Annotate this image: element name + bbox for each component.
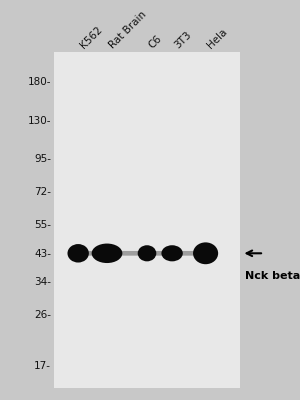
Text: 3T3: 3T3 bbox=[172, 30, 193, 50]
Ellipse shape bbox=[68, 244, 89, 262]
Ellipse shape bbox=[193, 242, 218, 264]
Ellipse shape bbox=[138, 245, 156, 261]
FancyBboxPatch shape bbox=[70, 251, 215, 256]
Text: C6: C6 bbox=[147, 33, 164, 50]
Text: Hela: Hela bbox=[206, 27, 229, 50]
Ellipse shape bbox=[161, 245, 183, 261]
Text: K562: K562 bbox=[78, 24, 104, 50]
Text: Nck beta: Nck beta bbox=[244, 271, 300, 281]
Ellipse shape bbox=[92, 244, 122, 263]
Text: Rat Brain: Rat Brain bbox=[107, 9, 148, 50]
